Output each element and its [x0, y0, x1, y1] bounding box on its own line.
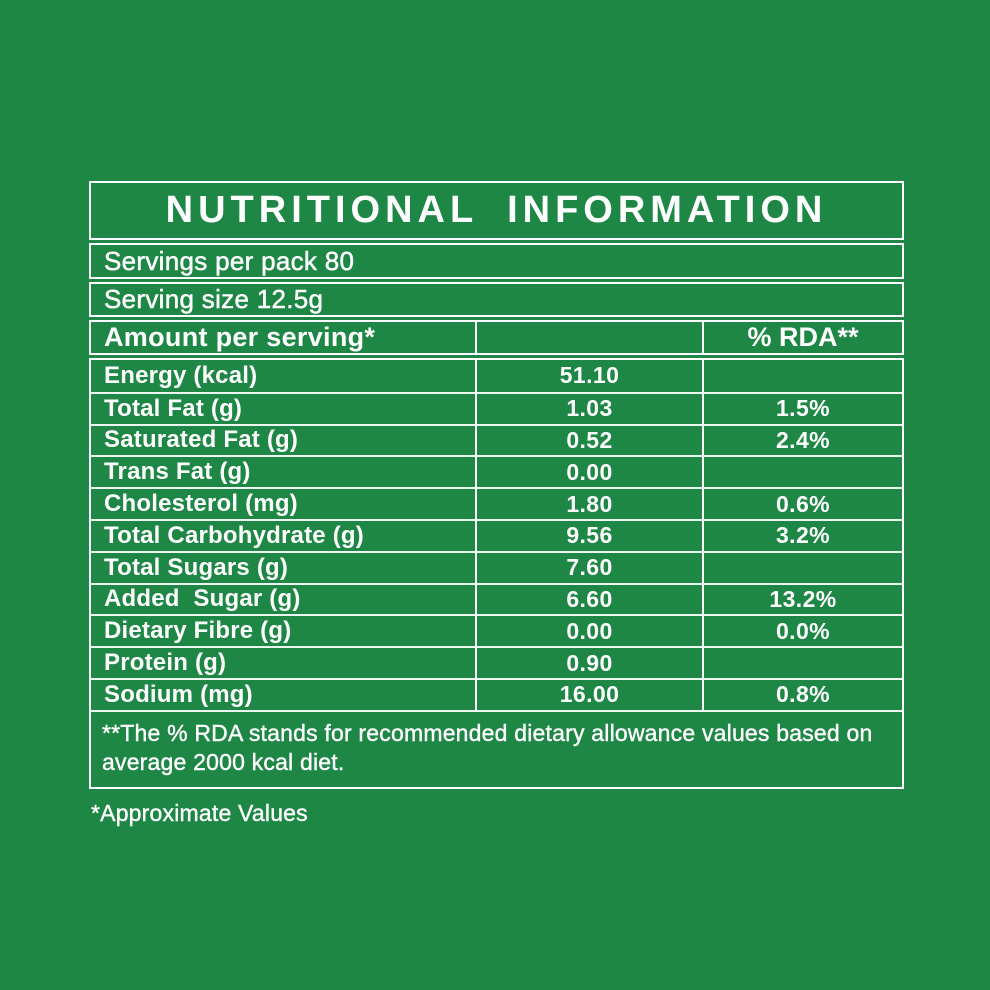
page-title: NUTRITIONAL INFORMATION: [165, 189, 828, 231]
table-row-added-sugar: Added Sugar (g) 6.60 13.2%: [91, 582, 902, 615]
nutrient-label: Total Fat (g): [104, 394, 243, 422]
header-amount-value-column: [475, 322, 702, 353]
nutrient-amount: 1.80: [475, 489, 702, 519]
nutrient-rda: 1.5%: [702, 393, 902, 424]
nutrient-amount: 51.10: [475, 360, 702, 392]
nutrient-label: Total Carbohydrate (g): [104, 521, 364, 549]
table-row-sodium: Sodium (mg) 16.00 0.8%: [91, 677, 902, 710]
nutrient-amount: 7.60: [475, 552, 702, 583]
nutrient-rda: 0.0%: [702, 616, 902, 647]
nutrient-amount: 0.52: [475, 425, 702, 456]
table-header-row: Amount per serving* % RDA**: [89, 320, 904, 355]
title-box: NUTRITIONAL INFORMATION: [89, 181, 904, 240]
nutrient-label: Total Sugars (g): [104, 553, 289, 581]
table-row-total-fat: Total Fat (g) 1.03 1.5%: [91, 391, 902, 424]
nutrient-rda: 2.4%: [702, 425, 902, 456]
nutrient-label: Trans Fat (g): [104, 458, 251, 486]
table-row-total-sugars: Total Sugars (g) 7.60: [91, 550, 902, 583]
table-row-cholesterol: Cholesterol (mg) 1.80 0.6%: [91, 487, 902, 519]
serving-size-text: Serving size 12.5g: [104, 284, 324, 315]
nutrient-label: Saturated Fat (g): [104, 426, 299, 454]
nutrient-rda: [702, 648, 902, 678]
serving-size-box: Serving size 12.5g: [89, 282, 904, 317]
nutrient-amount: 6.60: [475, 584, 702, 615]
table-row-protein: Protein (g) 0.90: [91, 646, 902, 678]
nutrient-rda: 13.2%: [702, 584, 902, 615]
header-rda: % RDA**: [702, 322, 902, 353]
table-row-total-carbohydrate: Total Carbohydrate (g) 9.56 3.2%: [91, 518, 902, 551]
nutrient-amount: 16.00: [475, 679, 702, 710]
nutrient-label: Energy (kcal): [104, 361, 258, 389]
table-row-saturated-fat: Saturated Fat (g) 0.52 2.4%: [91, 423, 902, 456]
nutrient-rda: 3.2%: [702, 520, 902, 551]
approximate-values-note: *Approximate Values: [91, 799, 308, 826]
nutrient-label: Protein (g): [104, 649, 227, 677]
nutrition-label: NUTRITIONAL INFORMATION Servings per pac…: [89, 181, 904, 827]
rda-footnote: **The % RDA stands for recommended dieta…: [91, 709, 902, 787]
nutrient-rda: 0.8%: [702, 679, 902, 710]
servings-per-pack-box: Servings per pack 80: [89, 243, 904, 279]
nutrient-rda: 0.6%: [702, 489, 902, 519]
nutrient-rda: [702, 457, 902, 488]
nutrient-amount: 0.00: [475, 616, 702, 647]
nutrient-label: Dietary Fibre (g): [104, 617, 292, 645]
nutrient-amount: 1.03: [475, 393, 702, 424]
table-row-trans-fat: Trans Fat (g) 0.00: [91, 455, 902, 488]
servings-per-pack-text: Servings per pack 80: [104, 245, 355, 276]
table-row-energy: Energy (kcal) 51.10: [91, 360, 902, 392]
nutrient-rda: [702, 360, 902, 392]
nutrition-table: Energy (kcal) 51.10 Total Fat (g) 1.03 1…: [89, 358, 904, 789]
nutrient-amount: 0.00: [475, 457, 702, 488]
nutrient-amount: 0.90: [475, 648, 702, 678]
nutrient-label: Added Sugar (g): [104, 585, 301, 613]
nutrient-amount: 9.56: [475, 520, 702, 551]
nutrient-label: Cholesterol (mg): [104, 490, 298, 518]
nutrient-label: Sodium (mg): [104, 680, 253, 708]
header-amount-per-serving: Amount per serving*: [104, 322, 376, 352]
nutrient-rda: [702, 552, 902, 583]
table-row-dietary-fibre: Dietary Fibre (g) 0.00 0.0%: [91, 614, 902, 647]
